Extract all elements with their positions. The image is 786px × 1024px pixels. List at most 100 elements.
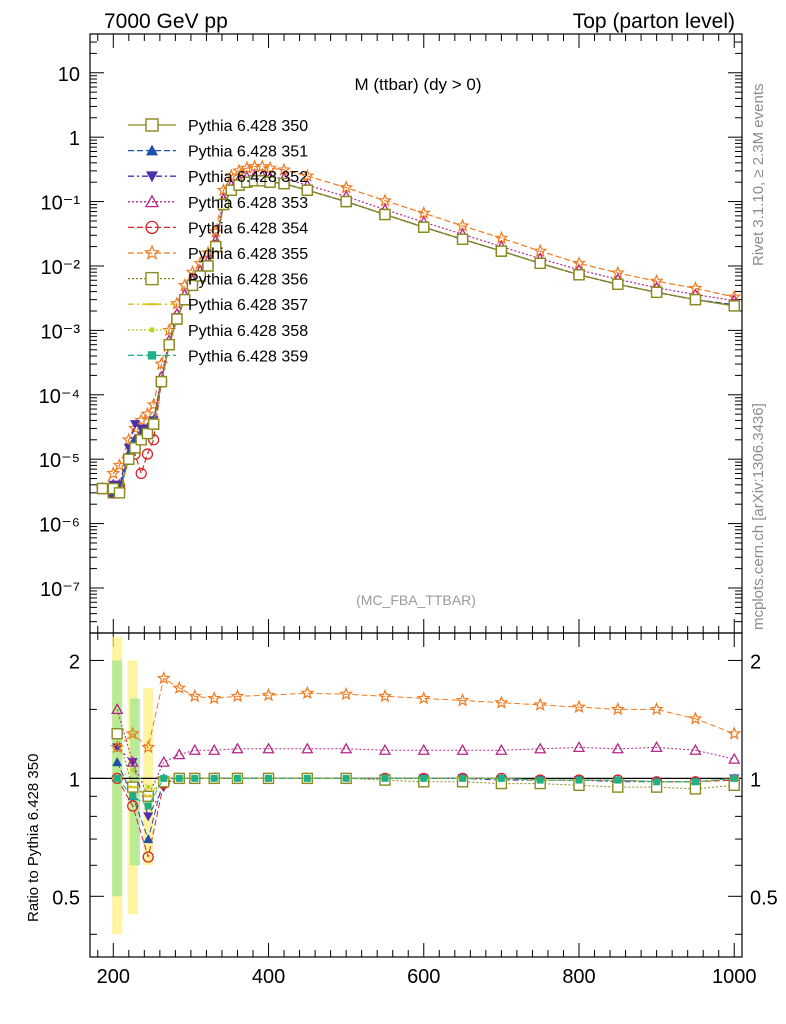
ratio-point	[130, 767, 135, 773]
series-point-355	[339, 180, 354, 194]
ratio-point	[141, 740, 156, 754]
ratio-point	[340, 742, 353, 754]
ratio-point	[210, 774, 218, 782]
ratio-point	[172, 680, 187, 695]
series-point-350	[379, 208, 391, 221]
series-point-350	[612, 278, 624, 290]
ratio-point	[231, 742, 244, 754]
legend-label: Pythia 6.428 355	[188, 246, 308, 263]
ratio-point	[494, 695, 509, 709]
legend-label: Pythia 6.428 356	[188, 272, 308, 289]
ratio-ytick-label: 0.5	[52, 887, 80, 909]
ratio-point	[142, 851, 154, 863]
legend-label: Pythia 6.428 350	[188, 118, 308, 135]
legend-marker	[143, 244, 161, 260]
ratio-point	[728, 752, 741, 764]
ratio-point	[173, 748, 186, 760]
legend-label: Pythia 6.428 354	[188, 220, 308, 237]
main-ytick-label: 10⁻³	[41, 321, 81, 343]
ratio-line	[116, 677, 735, 749]
series-point-350	[689, 293, 702, 306]
series-point-350	[573, 269, 585, 281]
ratio-point	[145, 784, 151, 790]
series-point-355	[688, 280, 703, 295]
series-point-355	[571, 256, 587, 270]
series-point-350	[217, 198, 230, 211]
series-point-355	[377, 193, 392, 207]
ratio-point	[611, 742, 624, 754]
ratio-frame	[89, 632, 743, 958]
main-title: M (ttbar) (dy > 0)	[354, 75, 481, 94]
ratio-point	[230, 688, 245, 703]
ratio-point	[303, 774, 311, 782]
ratio-point	[497, 774, 505, 782]
ratio-point	[416, 691, 431, 705]
ratio-point	[157, 755, 170, 767]
legend-label: Pythia 6.428 353	[188, 195, 308, 212]
series-point-350	[534, 257, 546, 270]
ratio-xtick-label: 400	[252, 966, 285, 988]
ratio-point	[420, 774, 428, 782]
series-point-355	[224, 168, 239, 182]
ratio-point	[112, 757, 123, 767]
ratio-point	[533, 697, 548, 711]
ratio-point	[207, 691, 222, 705]
series-point-350	[301, 184, 314, 196]
ratio-point	[111, 703, 124, 715]
series-point-350	[650, 286, 663, 299]
ratio-point	[455, 693, 470, 707]
series-point-350	[264, 176, 276, 188]
ratio-point	[612, 781, 624, 793]
ratio-point	[377, 688, 392, 703]
series-point-350	[202, 260, 214, 272]
legend-marker	[146, 144, 158, 156]
series-point-350	[194, 270, 206, 282]
series-point-355	[263, 160, 278, 175]
ratio-point	[459, 774, 467, 782]
ratio-point	[378, 743, 392, 755]
ratio-ytick-label: 1	[69, 769, 80, 791]
main-ytick-label: 10⁻²	[41, 257, 81, 279]
ratio-ytick-label: 2	[69, 651, 80, 673]
ratio-point	[143, 812, 154, 822]
ratio-point	[342, 774, 350, 782]
main-ytick-label: 1	[69, 128, 80, 150]
series-point-350	[495, 245, 508, 257]
series-point-350	[155, 375, 168, 388]
legend-marker	[145, 271, 159, 286]
series-point-350	[278, 177, 290, 190]
legend-label: Pythia 6.428 358	[188, 323, 308, 340]
series-point-350	[171, 313, 183, 325]
ratio-uncertainty-band	[143, 688, 154, 866]
side-label-rivet: Rivet 3.1.10, ≥ 2.3M events	[750, 84, 767, 267]
ratio-point	[265, 774, 273, 782]
ratio-point	[575, 776, 583, 784]
ratio-xtick-label: 600	[407, 966, 440, 988]
ratio-line	[116, 709, 735, 798]
series-point-350	[135, 434, 147, 446]
ratio-point	[572, 741, 586, 753]
ratio-point	[536, 776, 544, 784]
ratio-panel: 200 400 600 800 1000 0.5 0.5 1 1 2 2	[52, 632, 778, 988]
ratio-point	[111, 728, 123, 740]
ratio-xtick-label: 800	[562, 966, 595, 988]
series-point-350	[728, 300, 740, 312]
ratio-xtick-label: 200	[97, 966, 130, 988]
main-ytick-label: 10⁻⁴	[39, 386, 80, 408]
main-panel: 10 1 10⁻¹ 10⁻² 10⁻³ 10⁻⁴ 10⁻⁵ 10⁻⁶ 10⁻⁷ Pythia 6.…	[39, 33, 743, 634]
header-right: Top (parton level)	[573, 10, 735, 33]
side-label-site: mcplots.cern.ch [arXiv:1306.3436]	[750, 403, 767, 630]
ratio-ytick-label-right: 1	[750, 769, 761, 791]
analysis-label: (MC_FBA_TTBAR)	[356, 592, 476, 608]
ratio-point	[233, 774, 241, 782]
ratio-point	[614, 776, 622, 784]
ratio-point	[110, 739, 125, 754]
series-point-355	[300, 168, 315, 182]
ratio-point	[143, 834, 154, 844]
series-point-350	[456, 233, 469, 245]
legend-label: Pythia 6.428 359	[188, 348, 308, 365]
legend-marker	[145, 118, 159, 132]
ratio-point	[571, 699, 587, 714]
ratio-point	[160, 774, 168, 782]
header-left: 7000 GeV pp	[104, 10, 228, 33]
